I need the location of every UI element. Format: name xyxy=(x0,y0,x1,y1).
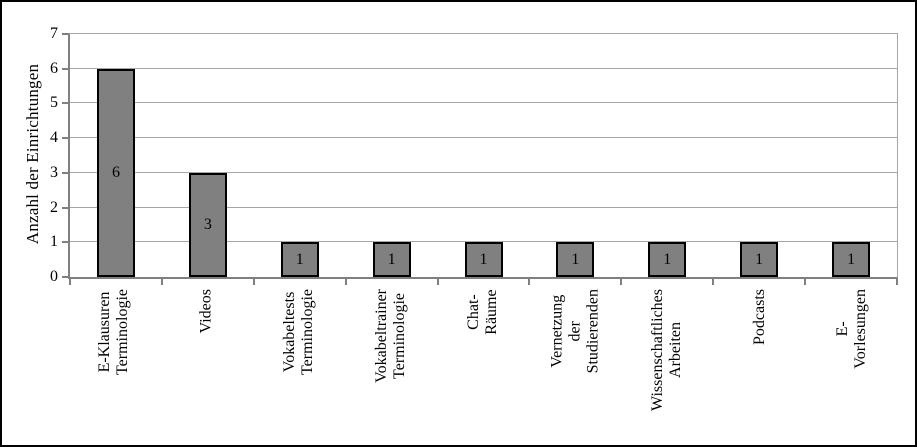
bar-value-label: 1 xyxy=(663,250,672,268)
gridline xyxy=(70,137,897,139)
gridline xyxy=(70,171,897,173)
x-axis-label: E-Klausuren Terminologie xyxy=(96,289,132,375)
bar-series: 6 3 1 1 1 1 1 1 1 xyxy=(70,34,897,277)
y-axis-tick-label: 5 xyxy=(50,94,58,112)
bar-value-label: 1 xyxy=(479,250,488,268)
y-axis-tick-label: 6 xyxy=(50,59,58,77)
gridline xyxy=(70,102,897,104)
x-axis-labels: E-Klausuren Terminologie Videos Vokabeltes… xyxy=(68,285,898,445)
x-axis-tick xyxy=(436,279,439,285)
x-axis-label: Vokabeltrainer Terminologie xyxy=(372,289,408,383)
x-axis-label-cell: Vokabeltests Terminologie xyxy=(252,285,344,445)
gridline xyxy=(70,241,897,243)
y-axis-tick xyxy=(62,241,68,244)
y-axis-tick-label: 3 xyxy=(50,163,58,181)
x-axis-label-cell: Vokabeltrainer Terminologie xyxy=(345,285,437,445)
bar: 1 xyxy=(740,242,779,277)
bar: 1 xyxy=(832,242,871,277)
bar-cell: 1 xyxy=(254,34,346,277)
x-axis-tick xyxy=(160,279,163,285)
bar: 6 xyxy=(96,68,135,277)
x-axis-tick xyxy=(252,279,255,285)
bar-cell: 1 xyxy=(529,34,621,277)
y-axis-tick-label: 0 xyxy=(50,268,58,285)
bar: 3 xyxy=(188,172,227,277)
x-axis-tick xyxy=(344,279,347,285)
bar: 1 xyxy=(648,242,687,277)
bar: 1 xyxy=(556,242,595,277)
bar-value-label: 3 xyxy=(203,215,212,233)
bar-cell: 6 xyxy=(70,34,162,277)
x-axis-label-cell: E-Klausuren Terminologie xyxy=(68,285,160,445)
x-axis-tick xyxy=(804,279,807,285)
x-axis-tick xyxy=(69,279,71,285)
bar-value-label: 1 xyxy=(387,250,396,268)
bar-cell: 1 xyxy=(438,34,530,277)
y-axis-tick xyxy=(62,276,68,278)
bar-cell: 1 xyxy=(713,34,805,277)
plot-area: 0 1 2 3 4 5 6 7 6 3 1 1 1 1 1 1 1 xyxy=(50,26,898,285)
y-axis-title: Anzahl der Einrichtungen xyxy=(23,63,42,245)
bar-cell: 3 xyxy=(162,34,254,277)
x-axis-tick xyxy=(896,279,898,285)
y-axis-tick xyxy=(62,206,68,209)
gridline xyxy=(70,206,897,208)
bar: 1 xyxy=(280,242,319,277)
x-axis-label-cell: Podcasts xyxy=(714,285,806,445)
bar-cell: 1 xyxy=(621,34,713,277)
gridline xyxy=(70,67,897,69)
y-axis-tick xyxy=(62,102,68,105)
y-axis-tick-label: 2 xyxy=(50,198,58,216)
x-axis-tick xyxy=(528,279,531,285)
x-axis-label-cell: Chat-Räume xyxy=(437,285,529,445)
bar-value-label: 1 xyxy=(295,250,304,268)
bar-value-label: 1 xyxy=(755,250,764,268)
y-axis-tick xyxy=(62,171,68,174)
y-axis-tick xyxy=(62,137,68,140)
y-axis-tick-label: 7 xyxy=(50,25,58,42)
bar: 1 xyxy=(464,242,503,277)
bar-cell: 1 xyxy=(346,34,438,277)
bar-cell: 1 xyxy=(805,34,897,277)
x-axis-label: Videos xyxy=(197,289,215,334)
y-axis-tick-label: 4 xyxy=(50,129,58,147)
bar-value-label: 1 xyxy=(847,250,856,268)
x-axis-label-cell: Wissenschaftliches Arbeiten xyxy=(621,285,713,445)
x-axis-label: Chat-Räume xyxy=(465,289,500,335)
y-axis-tick-label: 1 xyxy=(50,233,58,251)
x-axis-label: Vokabeltests Terminologie xyxy=(280,289,316,375)
x-axis-label-cell: Vernetzung der Studierenden xyxy=(529,285,621,445)
bar-value-label: 1 xyxy=(571,250,580,268)
x-axis-label: Wissenschaftliches Arbeiten xyxy=(649,289,685,411)
y-axis-tick xyxy=(62,33,68,35)
x-axis-tick xyxy=(712,279,715,285)
x-axis-label: Podcasts xyxy=(750,289,768,345)
x-axis-label-cell: Videos xyxy=(160,285,252,445)
x-axis-label-cell: E-Vorlesungen xyxy=(806,285,898,445)
bar: 1 xyxy=(372,242,411,277)
bar-value-label: 6 xyxy=(111,163,120,181)
y-axis-tick xyxy=(62,67,68,70)
x-axis-label: Vernetzung der Studierenden xyxy=(548,289,602,374)
x-axis-label: E-Vorlesungen xyxy=(833,288,869,369)
x-axis-tick xyxy=(620,279,623,285)
